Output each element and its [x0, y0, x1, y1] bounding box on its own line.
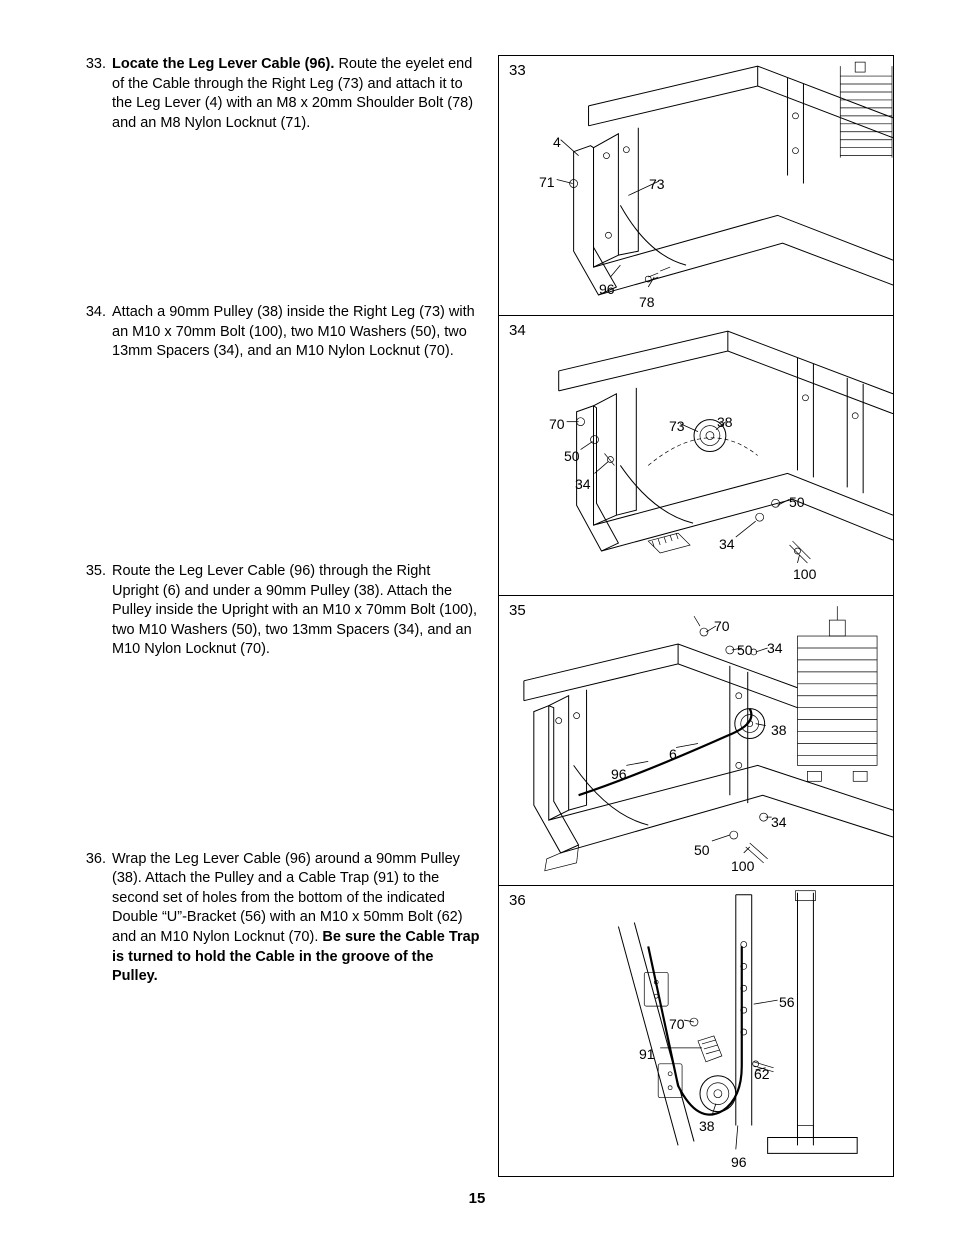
page-number: 15: [0, 1190, 954, 1207]
step-36-text: Wrap the Leg Lever Cable (96) around a 9…: [112, 850, 480, 987]
callout: 38: [699, 1118, 715, 1134]
panel-34: 34: [499, 316, 893, 596]
spacer: [80, 660, 480, 850]
step-35-number: 35.: [80, 562, 112, 660]
callout: 34: [719, 536, 735, 552]
callout: 100: [793, 566, 816, 582]
panel-33: 33: [499, 56, 893, 316]
panel-36-diagram: [499, 886, 893, 1176]
callout: 50: [564, 448, 580, 464]
callout: 34: [575, 476, 591, 492]
step-34-number: 34.: [80, 303, 112, 362]
callout: 71: [539, 174, 555, 190]
callout: 73: [669, 418, 685, 434]
step-35: 35. Route the Leg Lever Cable (96) throu…: [80, 562, 480, 660]
callout: 70: [714, 618, 730, 634]
callout: 50: [694, 842, 710, 858]
panel-33-number: 33: [509, 62, 526, 79]
panel-36: 36: [499, 886, 893, 1176]
step-36-number: 36.: [80, 850, 112, 987]
callout: 73: [649, 176, 665, 192]
step-35-text: Route the Leg Lever Cable (96) through t…: [112, 562, 480, 660]
callout: 96: [731, 1154, 747, 1170]
callout: 38: [771, 722, 787, 738]
callout: 4: [553, 134, 561, 150]
callout: 56: [779, 994, 795, 1010]
callout: 38: [717, 414, 733, 430]
diagram-column: 33: [498, 55, 894, 1177]
callout: 6: [669, 746, 677, 762]
panel-33-diagram: [499, 56, 893, 315]
step-35-seg-0: Route the Leg Lever Cable (96) through t…: [112, 563, 477, 657]
callout: 50: [737, 642, 753, 658]
step-36: 36. Wrap the Leg Lever Cable (96) around…: [80, 850, 480, 987]
callout: 70: [669, 1016, 685, 1032]
instructions-column: 33. Locate the Leg Lever Cable (96). Rou…: [80, 55, 480, 1177]
panel-35: 35: [499, 596, 893, 886]
callout: 62: [754, 1066, 770, 1082]
step-33-number: 33.: [80, 55, 112, 133]
callout: 70: [549, 416, 565, 432]
callout: 91: [639, 1046, 655, 1062]
step-34: 34. Attach a 90mm Pulley (38) inside the…: [80, 303, 480, 362]
step-34-seg-0: Attach a 90mm Pulley (38) inside the Rig…: [112, 304, 475, 359]
panel-35-number: 35: [509, 602, 526, 619]
step-33-seg-0: Locate the Leg Lever Cable (96).: [112, 56, 338, 72]
callout: 78: [639, 294, 655, 310]
spacer: [80, 362, 480, 562]
panel-34-number: 34: [509, 322, 526, 339]
callout: 50: [789, 494, 805, 510]
page: 33. Locate the Leg Lever Cable (96). Rou…: [0, 0, 954, 1235]
step-33: 33. Locate the Leg Lever Cable (96). Rou…: [80, 55, 480, 133]
panel-34-diagram: [499, 316, 893, 595]
step-33-text: Locate the Leg Lever Cable (96). Route t…: [112, 55, 480, 133]
callout: 96: [599, 281, 615, 297]
step-34-text: Attach a 90mm Pulley (38) inside the Rig…: [112, 303, 480, 362]
callout: 34: [771, 814, 787, 830]
panel-36-number: 36: [509, 892, 526, 909]
callout: 100: [731, 858, 754, 874]
content-columns: 33. Locate the Leg Lever Cable (96). Rou…: [80, 55, 894, 1177]
callout: 34: [767, 640, 783, 656]
callout: 96: [611, 766, 627, 782]
spacer: [80, 133, 480, 303]
